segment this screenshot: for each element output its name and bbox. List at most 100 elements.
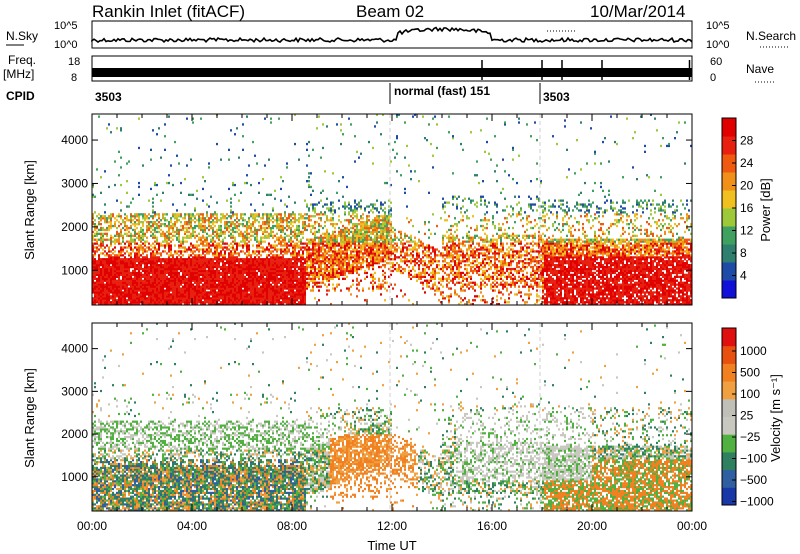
power-cell xyxy=(236,242,238,245)
power-cell xyxy=(96,299,98,302)
power-cell xyxy=(212,228,214,232)
power-cell xyxy=(250,279,252,282)
power-cell xyxy=(94,234,96,237)
power-cell xyxy=(106,283,108,286)
power-cell xyxy=(218,258,220,261)
power-cell xyxy=(156,275,158,278)
power-cell xyxy=(224,301,226,304)
power-cell xyxy=(204,281,206,284)
power-cell xyxy=(300,256,302,259)
power-cell xyxy=(172,283,174,286)
power-cell xyxy=(210,264,212,267)
power-cell xyxy=(324,224,326,228)
power-cell xyxy=(250,303,252,305)
power-cell xyxy=(168,226,170,230)
power-cell xyxy=(270,265,272,269)
power-cell xyxy=(164,236,166,239)
power-cell xyxy=(348,228,350,232)
power-cell xyxy=(238,287,240,290)
power-cell xyxy=(240,265,242,269)
power-cell xyxy=(102,244,104,247)
power-cell xyxy=(146,289,148,292)
power-cell xyxy=(202,242,204,245)
power-cell xyxy=(180,303,182,305)
power-cell xyxy=(202,219,204,222)
power-cell xyxy=(338,256,340,259)
power-cell xyxy=(294,230,296,234)
power-cell xyxy=(246,297,248,300)
power-cell xyxy=(356,277,358,280)
power-cell xyxy=(174,265,176,269)
power-cell xyxy=(122,267,124,271)
power-cell xyxy=(172,289,174,292)
power-cell xyxy=(158,252,160,255)
power-cell xyxy=(316,262,318,265)
power-cell xyxy=(144,279,146,282)
power-cell xyxy=(238,232,240,235)
power-cell xyxy=(332,269,334,273)
power-cell xyxy=(278,258,280,261)
power-cell xyxy=(264,230,266,234)
power-cell xyxy=(140,228,142,232)
power-cell xyxy=(110,236,112,239)
power-cell xyxy=(366,275,368,278)
power-cell xyxy=(136,267,138,271)
power-cell xyxy=(264,267,266,271)
power-cell xyxy=(282,285,284,288)
power-cell xyxy=(344,258,346,261)
power-cell xyxy=(264,279,266,282)
power-cell xyxy=(126,267,128,271)
power-cell xyxy=(294,256,296,259)
power-cell xyxy=(312,287,314,290)
power-cell xyxy=(302,297,304,300)
power-cell xyxy=(250,277,252,280)
power-cell xyxy=(262,264,264,267)
power-cell xyxy=(238,265,240,269)
power-cell xyxy=(102,217,104,220)
power-cell xyxy=(154,303,156,305)
power-cell xyxy=(246,250,248,253)
power-cell xyxy=(152,273,154,276)
power-cell xyxy=(226,246,228,249)
power-cell xyxy=(240,213,242,216)
power-cell xyxy=(174,213,176,216)
power-cell xyxy=(118,262,120,265)
power-cell xyxy=(94,267,96,271)
power-cell xyxy=(328,250,330,253)
power-cell xyxy=(344,277,346,280)
power-cell xyxy=(172,285,174,288)
power-cell xyxy=(140,273,142,276)
power-cell xyxy=(292,289,294,292)
power-cell xyxy=(182,267,184,271)
power-cell xyxy=(226,303,228,305)
power-cell xyxy=(340,221,342,224)
power-cell xyxy=(104,287,106,290)
power-cell xyxy=(114,260,116,263)
power-cell xyxy=(130,297,132,300)
power-cell xyxy=(274,287,276,290)
power-cell xyxy=(160,285,162,288)
power-cell xyxy=(186,289,188,292)
power-cell xyxy=(140,262,142,265)
power-cell xyxy=(190,260,192,263)
power-cell xyxy=(188,246,190,249)
power-cell xyxy=(160,297,162,300)
power-cell xyxy=(352,262,354,265)
power-cell xyxy=(350,205,352,208)
power-cell xyxy=(116,293,118,296)
power-cell xyxy=(198,281,200,284)
power-cell xyxy=(266,248,268,251)
power-cell xyxy=(292,295,294,298)
power-cell xyxy=(110,258,112,261)
power-cell xyxy=(136,256,138,259)
power-cell xyxy=(92,299,94,302)
power-cell xyxy=(106,267,108,271)
power-cell xyxy=(356,150,358,153)
power-cell xyxy=(136,223,138,226)
power-cell xyxy=(294,114,296,116)
power-cell xyxy=(268,289,270,292)
power-cell xyxy=(294,248,296,251)
power-cell xyxy=(360,256,362,259)
power-cell xyxy=(292,211,294,214)
power-cell xyxy=(146,291,148,294)
